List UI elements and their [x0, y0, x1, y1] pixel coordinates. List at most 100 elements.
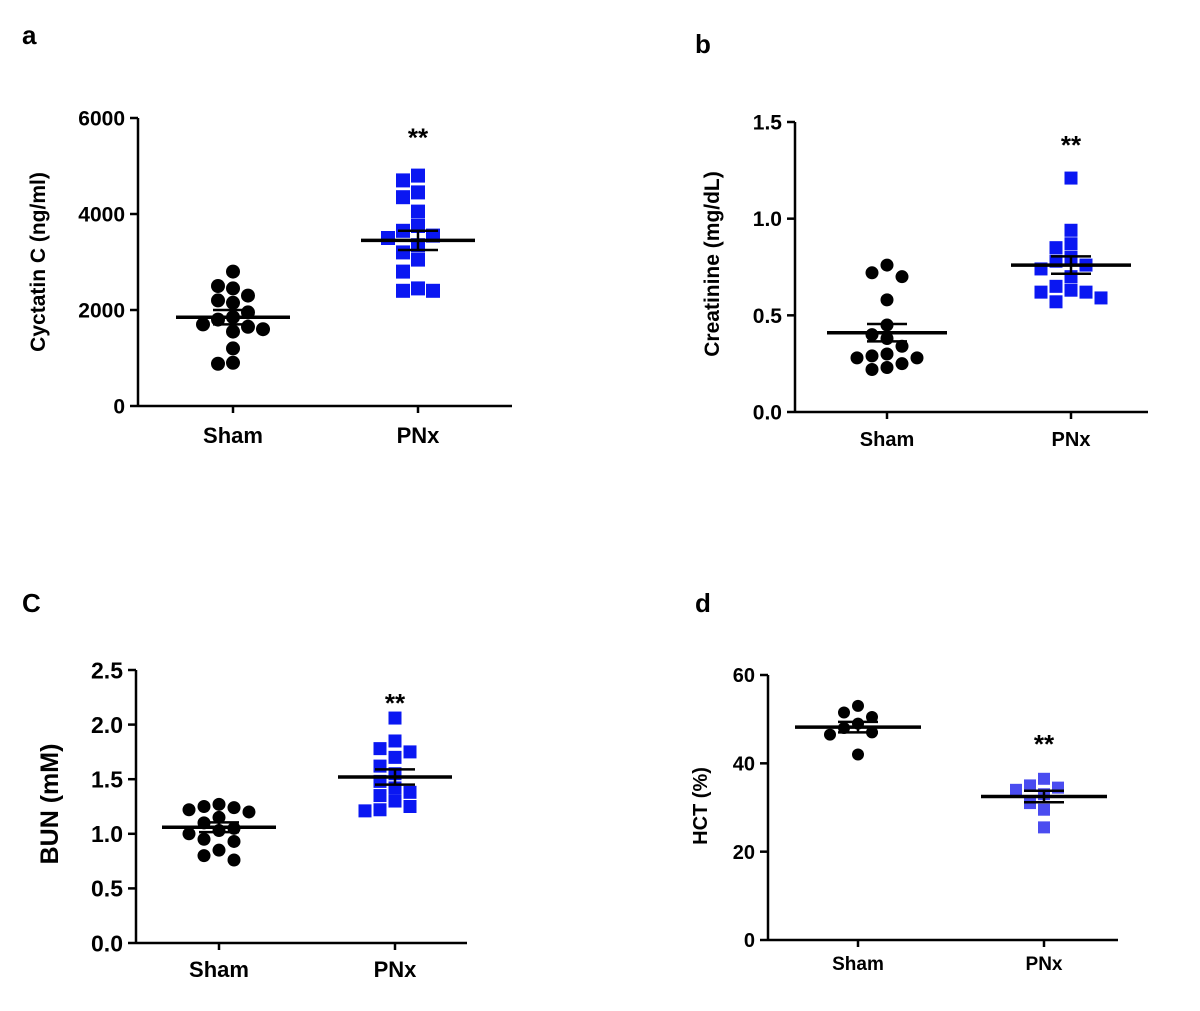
panel-a-y-axis-title: Cyctatin C (ng/ml) [27, 172, 50, 352]
panel-a-sham-data-point [226, 341, 240, 356]
panel-c-pnx-data-point [388, 734, 402, 748]
panel-a-pnx-data-point [411, 185, 425, 200]
panel-b-y-ticks: 0.0 0.5 1.0 1.5 [753, 112, 795, 425]
panel-c-sham-data-point [197, 849, 211, 863]
panel-c-sham-data-point [197, 832, 211, 846]
panel-a-pnx-data-point [411, 252, 425, 267]
panel-d-pnx-data-point [1024, 779, 1036, 792]
panel-d-sham-data-point [852, 699, 864, 712]
panel-a-pnx-data-point [396, 173, 410, 188]
panel-d-pnx-data-point [1038, 772, 1050, 785]
panel-d-y-tick-label: 60 [733, 665, 755, 687]
panel-b: b Creatinine (mg/dL) 0.0 0.5 1.0 1.5 Sham PN… [695, 29, 1148, 451]
panel-a-pnx-data-point [426, 283, 440, 298]
panel-a-data-points [196, 168, 440, 371]
panel-a-sham-data-point [226, 295, 240, 310]
panel-d-pnx-data-point [1038, 803, 1050, 816]
panel-d-sham-data-point [838, 706, 850, 719]
panel-b-x-category-label: PNx [1052, 429, 1091, 451]
panel-c-pnx-data-point [373, 759, 387, 773]
panel-d-x-categories: Sham PNx [832, 940, 1063, 975]
panel-c-y-tick-label: 0.0 [91, 930, 123, 956]
panel-b-letter: b [695, 29, 711, 59]
panel-c-y-tick-label: 0.5 [91, 876, 123, 902]
panel-b-sham-data-point [865, 362, 879, 376]
panel-a: a Cyctatin C (ng/ml) 0 2000 4000 6000 Sham P… [22, 20, 512, 448]
panel-a-pnx-data-point [411, 204, 425, 219]
panel-a-sham-data-point [226, 355, 240, 370]
panel-b-sham-data-point [895, 270, 909, 284]
panel-a-pnx-data-point [396, 264, 410, 279]
panel-b-y-tick-label: 0.5 [753, 305, 783, 328]
panel-b-pnx-data-point [1079, 285, 1093, 299]
panel-d-letter: d [695, 588, 711, 618]
panel-c-x-categories: Sham PNx [189, 943, 417, 982]
panel-a-y-tick-label: 0 [113, 396, 125, 419]
panel-c-sham-data-point [182, 803, 196, 817]
panel-b-y-tick-label: 0.0 [753, 402, 782, 425]
panel-a-pnx-data-point [381, 231, 395, 245]
panel-b-sham-data-point [880, 347, 894, 361]
panel-c-pnx-data-point [373, 803, 387, 817]
panel-b-sham-data-point [880, 293, 894, 307]
panel-a-y-ticks: 0 2000 4000 6000 [78, 108, 138, 419]
panel-b-x-categories: Sham PNx [860, 412, 1091, 451]
panel-c-y-tick-label: 2.0 [91, 712, 123, 738]
panel-c-mean-sem [162, 768, 452, 834]
panel-b-sham-data-point [895, 339, 909, 353]
panel-c-y-axis-title: BUN (mM) [36, 744, 64, 865]
panel-c-sham-data-point [212, 810, 226, 824]
panel-d-sham-data-point [852, 748, 864, 761]
panel-a-pnx-data-point [411, 168, 425, 183]
panel-b-pnx-data-point [1049, 241, 1063, 255]
panel-b-pnx-data-point [1094, 291, 1108, 305]
panel-c-significance: ** [385, 688, 406, 718]
panel-d-y-ticks: 0 20 40 60 [733, 665, 768, 952]
panel-b-mean-sem [827, 255, 1131, 343]
panel-d-data-points [824, 699, 1064, 834]
panel-b-pnx-data-point [1064, 283, 1078, 297]
panel-c-data-points [182, 711, 417, 867]
panel-b-pnx-data-point [1034, 285, 1048, 299]
panel-d-y-tick-label: 0 [744, 930, 755, 952]
panel-c-x-category-label: Sham [189, 957, 249, 982]
panel-c-sham-data-point [227, 853, 241, 867]
panel-b-y-axis-title: Creatinine (mg/dL) [701, 171, 724, 357]
panel-d-significance: ** [1034, 729, 1055, 759]
panel-a-x-category-label: PNx [397, 423, 441, 448]
panel-a-sham-data-point [211, 279, 225, 293]
panel-b-pnx-data-point [1049, 295, 1063, 309]
panel-a-pnx-data-point [396, 190, 410, 205]
panel-a-x-categories: Sham PNx [203, 406, 440, 448]
panel-a-sham-data-point [226, 281, 240, 296]
panel-b-sham-data-point [910, 351, 924, 365]
panel-a-sham-data-point [226, 264, 240, 279]
panel-a-pnx-data-point [411, 281, 425, 296]
panel-a-pnx-data-point [411, 219, 425, 233]
panel-c-y-tick-label: 2.5 [91, 657, 123, 683]
panel-d-x-category-label: PNx [1026, 954, 1063, 975]
panel-a-sham-data-point [196, 317, 210, 332]
panel-b-y-tick-label: 1.0 [753, 208, 782, 231]
panel-c: C BUN (mM) 0.0 0.5 1.0 1.5 2.0 2.5 Sham PNx ** [22, 588, 467, 982]
panel-c-pnx-data-point [403, 800, 417, 813]
panel-c-sham-data-point [212, 797, 226, 811]
panel-c-pnx-data-point [388, 711, 402, 725]
panel-b-sham-data-point [865, 266, 879, 280]
panel-a-sham-data-point [241, 288, 255, 303]
panel-b-sham-data-point [850, 351, 864, 365]
panel-b-sham-data-point [865, 328, 879, 342]
panel-a-y-tick-label: 4000 [78, 204, 125, 227]
panel-b-pnx-data-point [1064, 223, 1078, 237]
panel-a-y-tick-label: 2000 [78, 300, 125, 323]
panel-c-sham-data-point [182, 827, 196, 841]
panel-d: d HCT (%) 0 20 40 60 Sham PNx ** [690, 588, 1118, 975]
panel-d-mean-sem [795, 720, 1107, 804]
panel-c-pnx-data-point [388, 794, 402, 808]
panel-b-sham-data-point [880, 361, 894, 375]
panel-c-sham-data-point [242, 805, 256, 819]
panel-b-pnx-data-point [1064, 237, 1078, 251]
panel-a-sham-data-point [211, 356, 225, 371]
panel-d-pnx-data-point [1010, 783, 1022, 796]
